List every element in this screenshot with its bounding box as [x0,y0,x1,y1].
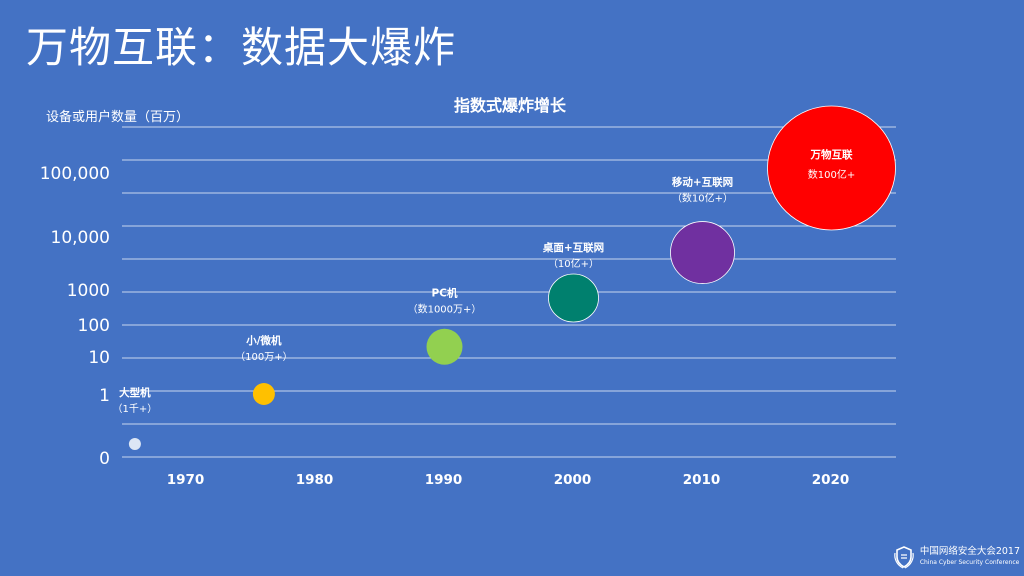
data-label: 万物互联 [810,148,853,161]
data-sublabel: （1千+） [113,403,158,415]
x-tick-label: 2010 [683,472,721,488]
x-tick-label: 1970 [167,472,205,488]
data-sublabel: （数1000万+） [408,303,482,316]
data-point-bubble [670,221,735,284]
data-sublabel: （100万+） [235,351,292,363]
data-point-bubble [128,438,141,450]
shield-laurel-icon [894,546,914,569]
logo-english-text: China Cyber Security Conference [919,559,1020,566]
data-label: 移动+互联网 [672,176,733,189]
y-tick-label: 1 [99,386,110,406]
data-point-bubble [548,273,599,323]
y-tick-label: 10,000 [51,228,110,248]
x-tick-label: 1980 [296,472,334,488]
data-sublabel: （数10亿+） [672,192,733,205]
data-point-bubble [767,105,896,231]
conference-logo: 中国网络安全大会2017 China Cyber Security Confer… [892,544,1020,570]
y-tick-label: 0 [99,449,110,469]
x-tick-label: 1990 [425,472,463,488]
x-tick-label: 2000 [554,472,592,488]
data-point-bubble [252,383,275,405]
logo-chinese-text: 中国网络安全大会2017 [919,546,1020,557]
chart-title: 指数式爆炸增长 [453,96,566,115]
data-label: 桌面+互联网 [542,241,604,254]
data-label: PC机 [432,287,458,300]
data-sublabel: （10亿+） [548,257,599,270]
data-label: 小/微机 [245,334,282,347]
slide-title: 万物互联：数据大爆炸 [26,23,457,72]
y-tick-label: 1000 [67,281,110,301]
x-tick-label: 2020 [812,472,850,488]
data-label: 大型机 [119,386,151,399]
y-tick-label: 100,000 [40,164,110,184]
y-tick-label: 10 [88,348,110,368]
y-tick-label: 100 [78,316,110,336]
data-sublabel: 数100亿+ [808,168,855,181]
data-point-bubble [426,328,463,365]
y-axis-label: 设备或用户数量（百万） [46,110,190,125]
